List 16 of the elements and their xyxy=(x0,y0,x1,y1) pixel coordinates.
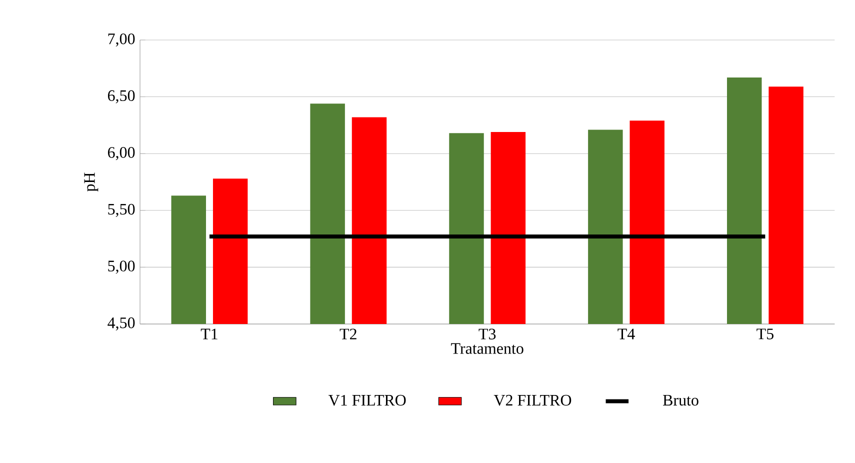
y-axis-title: pH xyxy=(84,172,98,192)
y-tick-label: 5,50 xyxy=(108,204,135,217)
x-tick-label: T4 xyxy=(618,328,635,340)
x-axis-title: Tratamento xyxy=(451,343,524,354)
y-tick-label: 6,50 xyxy=(108,90,135,104)
x-tick-label: T3 xyxy=(478,328,496,340)
y-tick-label: 7,00 xyxy=(108,33,135,47)
y-tick-label: 5,00 xyxy=(108,260,135,274)
y-tick-label: 6,00 xyxy=(108,147,135,160)
legend-label: V1 FILTRO xyxy=(328,394,406,406)
legend-label: V2 FILTRO xyxy=(494,394,572,406)
x-tick-label: T5 xyxy=(756,328,774,340)
y-tick-label: 4,50 xyxy=(108,317,135,331)
x-tick-label: T1 xyxy=(200,328,218,340)
x-tick-label: T2 xyxy=(340,328,356,340)
legend-label: Bruto xyxy=(662,394,698,406)
